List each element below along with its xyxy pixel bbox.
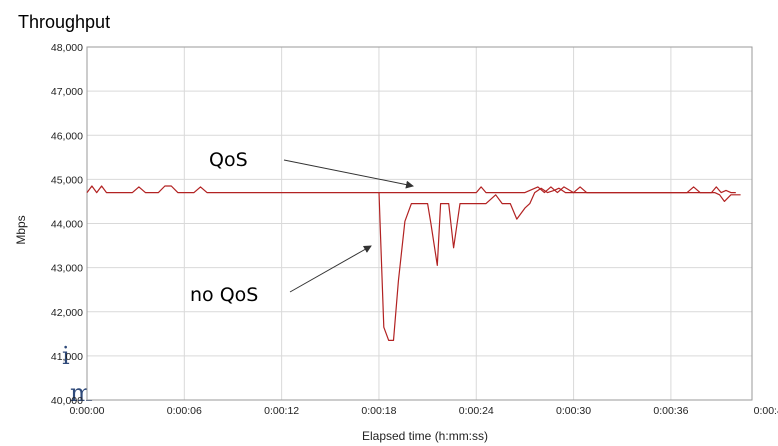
y-tick-label: 45,000 — [51, 174, 83, 186]
x-tick-label: 0:00:18 — [361, 405, 396, 417]
y-tick-label: 47,000 — [51, 86, 83, 98]
x-axis-label: Elapsed time (h:mm:ss) — [362, 429, 488, 443]
annotation-no-qos: no QoS — [190, 284, 258, 306]
chart-title: Throughput — [18, 12, 110, 32]
y-tick-label: 48,000 — [51, 42, 83, 54]
y-tick-label: 46,000 — [51, 130, 83, 142]
x-tick-label: 0:00:12 — [264, 405, 299, 417]
y-tick-label: 42,000 — [51, 307, 83, 319]
y-tick-label: 44,000 — [51, 219, 83, 231]
background-text-fragment: i — [62, 342, 70, 370]
y-tick-label: 40,000 — [51, 395, 83, 407]
x-tick-label: 0:00:36 — [653, 405, 688, 417]
x-tick-label: 0:00:24 — [459, 405, 494, 417]
x-tick-label: 0:00:00 — [69, 405, 104, 417]
y-axis-label: Mbps — [14, 215, 28, 244]
series-line — [379, 186, 736, 194]
y-tick-label: 41,000 — [51, 351, 83, 363]
x-tick-label: 0:00:30 — [556, 405, 591, 417]
x-tick-label: 0:00:4 — [754, 405, 778, 417]
series-line — [86, 185, 379, 194]
annotation-arrow — [283, 159, 414, 189]
x-tick-label: 0:00:06 — [167, 405, 202, 417]
plot-border — [86, 46, 753, 401]
y-tick-label: 43,000 — [51, 263, 83, 275]
annotation-qos: QoS — [209, 149, 248, 171]
annotation-arrow — [289, 245, 372, 293]
series-line — [378, 187, 741, 341]
